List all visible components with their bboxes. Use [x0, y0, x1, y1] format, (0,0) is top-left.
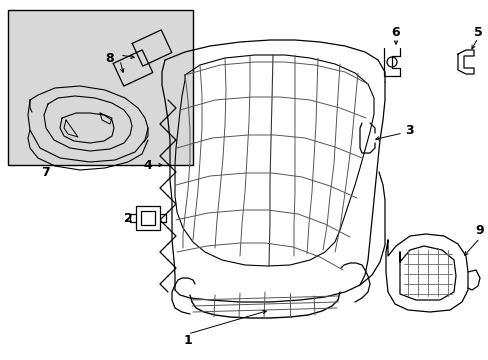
Text: 2: 2 [123, 212, 132, 225]
Text: 1: 1 [183, 333, 192, 346]
Text: 9: 9 [475, 224, 483, 237]
Text: 6: 6 [391, 26, 400, 39]
Text: 8: 8 [105, 51, 114, 64]
Bar [136, 206, 160, 230]
Text: 4: 4 [143, 158, 152, 171]
Bar [141, 211, 155, 225]
Text: 5: 5 [473, 26, 481, 39]
Text: 7: 7 [41, 166, 49, 179]
Text: 3: 3 [405, 123, 413, 136]
Bar [8, 10, 193, 165]
